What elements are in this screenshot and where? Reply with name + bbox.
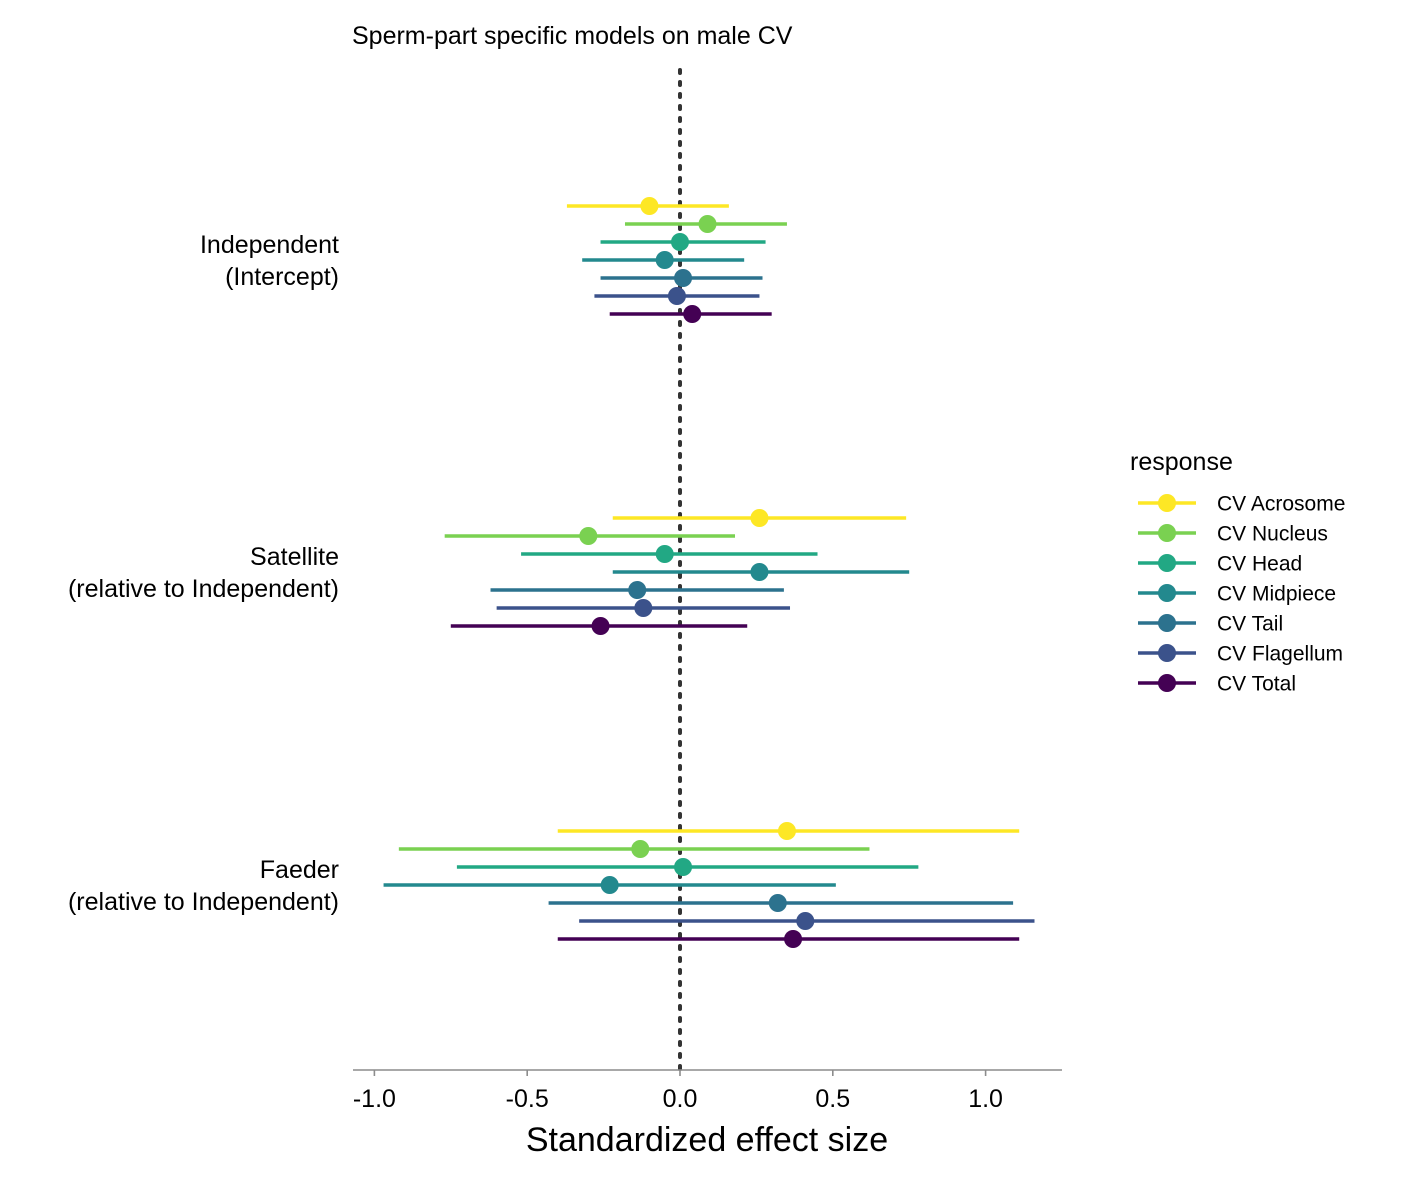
legend-point-cv-head <box>1158 554 1176 572</box>
x-tick-label: -0.5 <box>506 1085 549 1113</box>
legend-items: CV Acrosome CV Nucleus CV Head CV Midpiece C… <box>1138 493 1345 696</box>
point-satellite-cv-tail <box>628 581 647 599</box>
legend-item-cv-flagellum: CV Flagellum <box>1138 643 1343 666</box>
point-satellite-cv-acrosome <box>750 509 769 527</box>
legend-item-cv-tail: CV Tail <box>1138 613 1283 636</box>
marks-layer <box>383 197 1035 948</box>
x-tick-label: 0.5 <box>815 1085 850 1113</box>
point-independent-cv-nucleus <box>698 215 717 233</box>
x-axis-title: Standardized effect size <box>526 1121 888 1159</box>
legend-point-cv-tail <box>1158 614 1176 632</box>
group-label-independent: Independent (Intercept) <box>200 231 339 291</box>
legend-label-cv-flagellum: CV Flagellum <box>1217 643 1343 666</box>
point-faeder-cv-midpiece <box>600 876 619 894</box>
point-faeder-cv-tail <box>768 894 787 912</box>
group-labels: Independent (Intercept) Satellite (relative… <box>68 231 339 916</box>
point-independent-cv-head <box>670 233 689 251</box>
point-faeder-cv-total <box>784 930 803 948</box>
group-label-satellite: Satellite (relative to Independent) <box>68 543 339 603</box>
legend-point-cv-flagellum <box>1158 644 1176 662</box>
legend-title: response <box>1130 448 1233 476</box>
point-faeder-cv-nucleus <box>631 840 650 858</box>
group-label-faeder: Faeder (relative to Independent) <box>68 856 339 916</box>
point-independent-cv-acrosome <box>640 197 659 215</box>
point-faeder-cv-head <box>674 858 693 876</box>
x-axis: -1.0 -0.5 0.0 0.5 1.0 <box>353 1069 1062 1113</box>
legend-label-cv-acrosome: CV Acrosome <box>1217 493 1345 516</box>
legend-label-cv-head: CV Head <box>1217 553 1302 576</box>
legend-item-cv-nucleus: CV Nucleus <box>1138 523 1328 546</box>
legend-item-cv-total: CV Total <box>1138 673 1296 696</box>
x-tick-label: 0.0 <box>663 1085 698 1113</box>
point-independent-cv-tail <box>674 269 693 287</box>
group-independent <box>566 197 787 323</box>
point-satellite-cv-midpiece <box>750 563 769 581</box>
point-faeder-cv-flagellum <box>796 912 815 930</box>
chart-title: Sperm-part specific models on male CV <box>352 22 793 50</box>
legend-label-cv-nucleus: CV Nucleus <box>1217 523 1328 546</box>
x-tick-label: -1.0 <box>353 1085 396 1113</box>
legend-item-cv-acrosome: CV Acrosome <box>1138 493 1345 516</box>
point-satellite-cv-total <box>591 617 610 635</box>
legend-label-cv-tail: CV Tail <box>1217 613 1283 636</box>
legend-point-cv-midpiece <box>1158 584 1176 602</box>
point-satellite-cv-flagellum <box>634 599 653 617</box>
legend-item-cv-midpiece: CV Midpiece <box>1138 583 1336 606</box>
point-faeder-cv-acrosome <box>777 822 796 840</box>
legend-point-cv-nucleus <box>1158 524 1176 542</box>
point-independent-cv-total <box>683 305 702 323</box>
group-satellite <box>444 509 910 635</box>
legend-point-cv-total <box>1158 674 1176 692</box>
x-tick-label: 1.0 <box>968 1085 1003 1113</box>
point-independent-cv-midpiece <box>655 251 674 269</box>
legend-point-cv-acrosome <box>1158 494 1176 512</box>
legend-label-cv-total: CV Total <box>1217 673 1296 696</box>
point-satellite-cv-nucleus <box>579 527 598 545</box>
legend-label-cv-midpiece: CV Midpiece <box>1217 583 1336 606</box>
legend-item-cv-head: CV Head <box>1138 553 1302 576</box>
point-satellite-cv-head <box>655 545 674 563</box>
group-faeder <box>383 822 1035 948</box>
point-independent-cv-flagellum <box>667 287 686 305</box>
